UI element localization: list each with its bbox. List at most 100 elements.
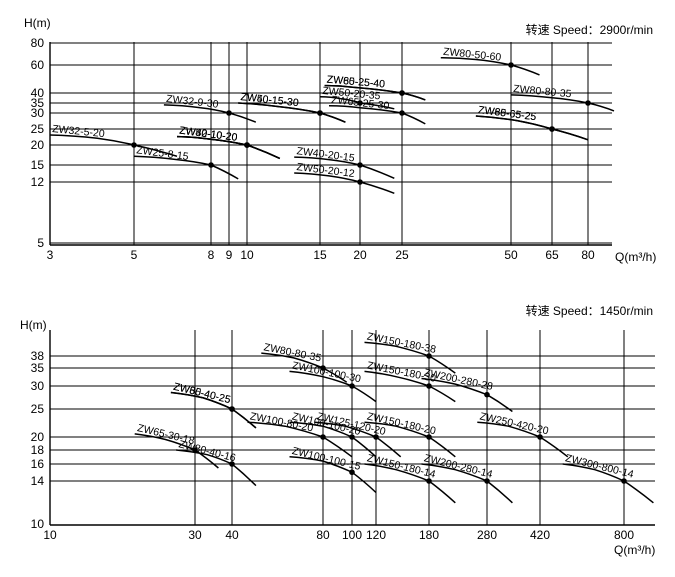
series-label: ZW32-5-20 bbox=[52, 123, 106, 140]
rated-point bbox=[621, 478, 627, 484]
x-tick-label: 80 bbox=[316, 528, 330, 542]
rated-point bbox=[244, 142, 250, 148]
rated-point bbox=[320, 434, 326, 440]
y-tick-label: 38 bbox=[31, 349, 45, 363]
y-tick-label: 40 bbox=[31, 86, 45, 100]
series-curve bbox=[176, 449, 257, 487]
series-label: ZW100-100-15 bbox=[291, 445, 362, 473]
rated-point bbox=[426, 478, 432, 484]
x-tick-label: 20 bbox=[353, 248, 367, 262]
x-tick-label: 40 bbox=[225, 528, 239, 542]
series-zw50-15-30: ZW50-15-30 bbox=[238, 91, 346, 123]
x-axis-label: Q(m³/h) bbox=[615, 250, 656, 264]
series-zw200-280-14: ZW200-280-14 bbox=[421, 452, 513, 504]
rated-point bbox=[399, 110, 405, 116]
grid bbox=[50, 42, 612, 245]
x-tick-label: 10 bbox=[43, 528, 57, 542]
y-axis-label: H(m) bbox=[24, 16, 51, 30]
rated-point bbox=[426, 434, 432, 440]
x-tick-label: 5 bbox=[131, 248, 138, 262]
y-tick-label: 35 bbox=[31, 96, 45, 110]
y-tick-label: 16 bbox=[31, 457, 45, 471]
series-zw80-65-25: ZW80-65-25 bbox=[475, 104, 589, 141]
series-curve bbox=[364, 370, 456, 403]
x-tick-label: 25 bbox=[395, 248, 409, 262]
rated-point bbox=[484, 391, 490, 398]
x-tick-label: 180 bbox=[419, 528, 439, 542]
x-tick-label: 8 bbox=[208, 248, 215, 262]
rated-point bbox=[399, 90, 405, 96]
y-axis-label: H(m) bbox=[20, 318, 47, 332]
series-label: ZW250-420-20 bbox=[479, 410, 550, 437]
series-curve bbox=[475, 115, 589, 141]
series-curve bbox=[562, 463, 654, 504]
x-tick-label: 9 bbox=[226, 248, 233, 262]
series-curve bbox=[364, 341, 456, 374]
x-axis-label: Q(m³/h) bbox=[614, 543, 655, 557]
series-label: ZW80-25-40 bbox=[326, 74, 385, 91]
x-tick-label: 800 bbox=[614, 528, 634, 542]
y-tick-label: 35 bbox=[31, 361, 45, 375]
series-curve bbox=[324, 84, 426, 101]
series-zw300-800-14: ZW300-800-14 bbox=[562, 452, 654, 504]
series-label: ZW50-20-35 bbox=[322, 85, 381, 103]
chart-1450rpm: H(m) 转速 Speed：1450r/min Q(m³/h) 10 30 40 80… bbox=[20, 303, 655, 557]
series-zw25-8-15: ZW25-8-15 bbox=[133, 144, 239, 180]
series-label: ZW50-15-30 bbox=[240, 91, 299, 109]
y-tick-label: 5 bbox=[37, 236, 44, 250]
x-tick-label: 15 bbox=[313, 248, 327, 262]
y-tick-label: 10 bbox=[31, 517, 45, 531]
y-tick-label: 30 bbox=[31, 106, 45, 120]
rated-point bbox=[357, 179, 363, 185]
rated-point bbox=[349, 383, 355, 389]
rated-point bbox=[426, 383, 432, 389]
y-tick-label: 25 bbox=[31, 402, 45, 416]
x-tick-label: 420 bbox=[530, 528, 550, 542]
y-tick-label: 20 bbox=[31, 138, 45, 152]
series-curve bbox=[328, 105, 426, 125]
chart-2900rpm: H(m) 转速 Speed：2900r/min Q(m³/h) 3 5 8 9 10 15… bbox=[24, 16, 656, 264]
rated-point bbox=[426, 353, 432, 359]
y-tick-label: 15 bbox=[31, 158, 45, 172]
y-tick-label: 80 bbox=[31, 36, 45, 50]
series-zw80-25-40: ZW80-25-40 bbox=[324, 74, 426, 101]
rated-point bbox=[320, 365, 326, 371]
series-zw32-5-20: ZW32-5-20 bbox=[49, 123, 178, 158]
series-label: ZW25-8-15 bbox=[136, 144, 190, 163]
series-label: ZW32-9-30 bbox=[166, 93, 220, 111]
series-curve bbox=[294, 172, 395, 194]
series-label: ZW100-100-30 bbox=[291, 360, 362, 386]
rated-point bbox=[357, 100, 363, 106]
series-curve bbox=[176, 135, 281, 160]
series-curves: ZW32-5-20ZW25-8-15ZW32-9-30ZW32-10-20ZW4… bbox=[49, 46, 615, 194]
x-tick-label: 10 bbox=[240, 248, 254, 262]
rated-point bbox=[357, 162, 363, 168]
rated-point bbox=[192, 447, 198, 453]
series-zw65-25-30: ZW65-25-30 bbox=[328, 94, 426, 125]
y-tick-label: 30 bbox=[31, 379, 45, 393]
x-tick-label: 50 bbox=[504, 248, 518, 262]
rated-point bbox=[549, 126, 555, 132]
series-label: ZW80-80-35 bbox=[513, 83, 572, 100]
x-tick-label: 120 bbox=[366, 528, 386, 542]
series-curve bbox=[421, 377, 513, 413]
series-zw50-20-35: ZW50-20-35 bbox=[319, 85, 395, 110]
series-curve bbox=[163, 104, 257, 123]
y-tick-label: 20 bbox=[31, 430, 45, 444]
x-tick-label: 65 bbox=[545, 248, 559, 262]
rated-point bbox=[537, 434, 543, 440]
series-label: ZW150-180-38 bbox=[366, 331, 437, 356]
y-tick-label: 60 bbox=[31, 58, 45, 72]
series-curve bbox=[289, 421, 377, 458]
rated-point bbox=[484, 478, 490, 484]
series-label: ZW80-40-25 bbox=[172, 381, 232, 406]
series-curve bbox=[261, 352, 348, 383]
series-curve bbox=[49, 134, 178, 158]
series-zw32-9-30: ZW32-9-30 bbox=[163, 93, 257, 123]
series-curve bbox=[314, 421, 402, 458]
series-label: ZW80-65-25 bbox=[478, 104, 538, 123]
x-tick-label: 80 bbox=[581, 248, 595, 262]
series-zw80-40-16: ZW80-40-16 bbox=[176, 438, 257, 487]
